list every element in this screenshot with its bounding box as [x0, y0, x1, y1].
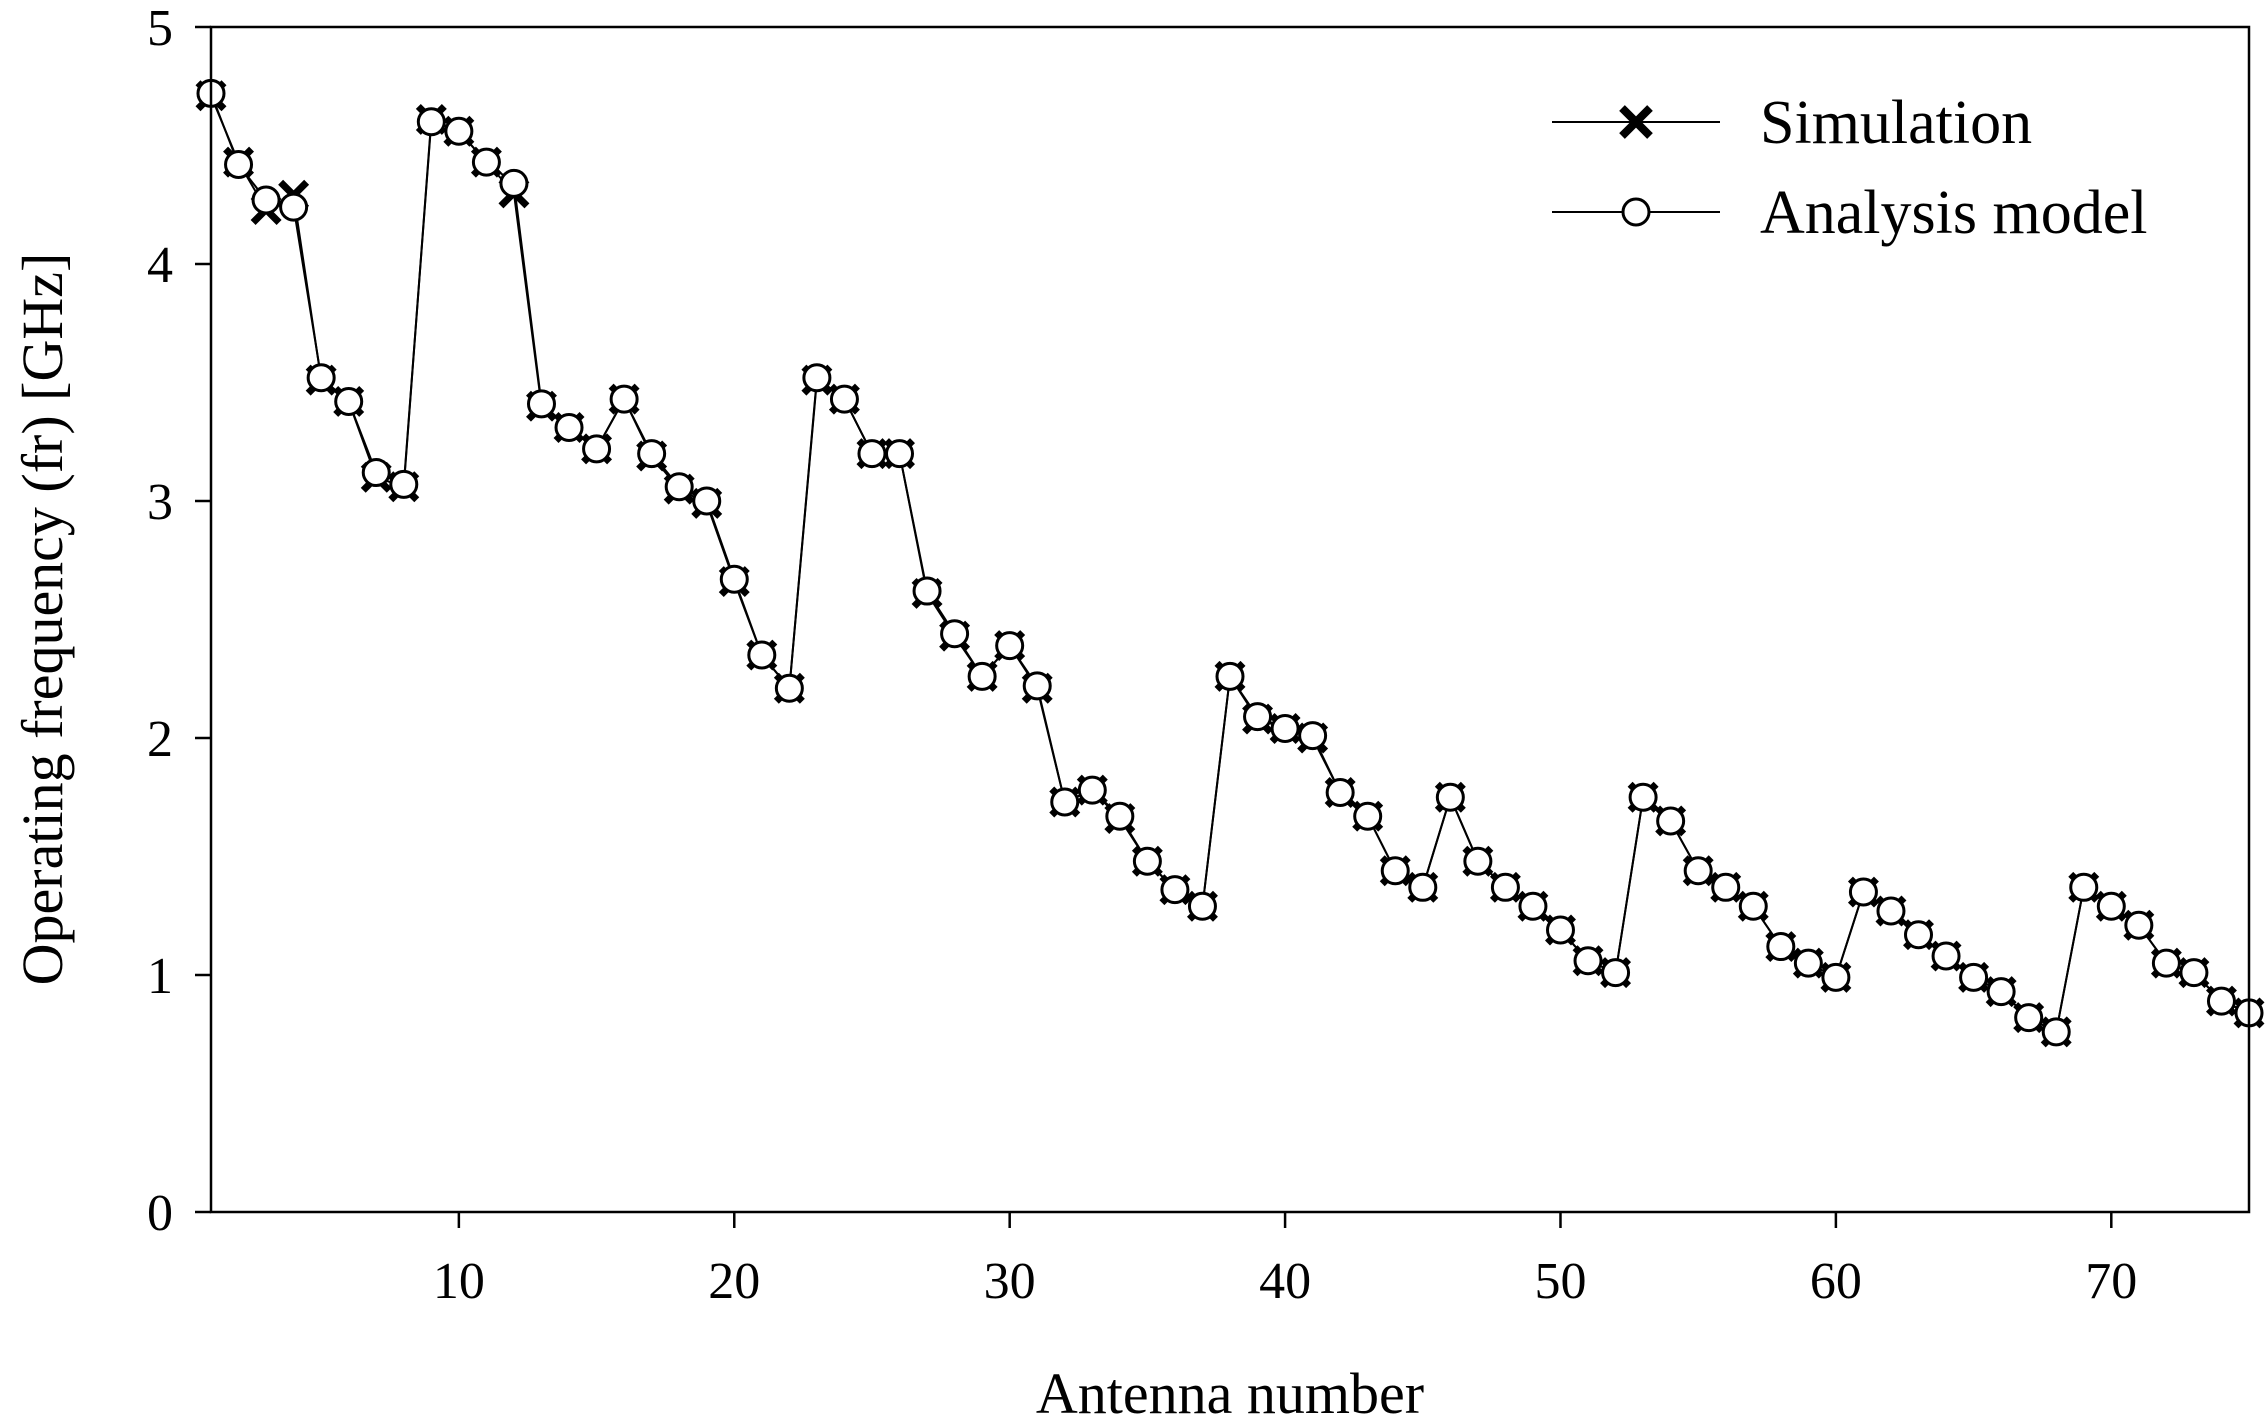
data-point-analysis-model [1904, 920, 1934, 950]
data-point-analysis-model [471, 147, 501, 177]
y-tick-label: 2 [147, 711, 173, 768]
data-point-analysis-model [829, 384, 859, 414]
data-point-analysis-model [1793, 948, 1823, 978]
data-point-analysis-model [224, 149, 254, 179]
data-point-analysis-model [802, 363, 832, 393]
data-point-analysis-model [2096, 891, 2126, 921]
data-point-analysis-model [1683, 856, 1713, 886]
data-point-analysis-model [774, 673, 804, 703]
data-point-analysis-model [1243, 702, 1273, 732]
x-axis-title: Antenna number [1036, 1361, 1424, 1420]
data-point-analysis-model [1077, 775, 1107, 805]
y-tick-label: 3 [147, 474, 173, 531]
data-point-analysis-model [1573, 946, 1603, 976]
data-point-analysis-model [1738, 891, 1768, 921]
data-point-analysis-model [554, 413, 584, 443]
data-point-analysis-model [2151, 948, 2181, 978]
data-point-analysis-model [2041, 1017, 2071, 1047]
data-point-analysis-model [306, 363, 336, 393]
data-point-analysis-model [1463, 846, 1493, 876]
series-layer [195, 78, 2265, 1048]
x-tick-label: 60 [1810, 1253, 1862, 1310]
data-point-analysis-model [1270, 714, 1300, 744]
data-point-analysis-model [526, 389, 556, 419]
data-point-analysis-model [1821, 962, 1851, 992]
legend-label-analysis-model: Analysis model [1760, 179, 2147, 247]
data-point-analysis-model [1628, 782, 1658, 812]
plot-frame [209, 25, 2251, 1214]
data-point-analysis-model [389, 469, 419, 499]
data-point-analysis-model [1160, 875, 1190, 905]
data-point-analysis-model [1050, 787, 1080, 817]
data-point-analysis-model [2206, 986, 2236, 1016]
x-tick-label: 20 [708, 1253, 760, 1310]
series-markers-analysis-model [196, 78, 2264, 1047]
data-point-analysis-model [1132, 846, 1162, 876]
legend-marker-analysis-model [1621, 197, 1651, 227]
x-tick-label: 10 [433, 1253, 485, 1310]
data-point-analysis-model [692, 486, 722, 516]
data-point-analysis-model [444, 116, 474, 146]
data-point-analysis-model [1711, 872, 1741, 902]
x-tick-label: 50 [1534, 1253, 1586, 1310]
data-point-analysis-model [857, 439, 887, 469]
y-axis-title: Operating frequency (fr) [GHz] [10, 253, 75, 986]
data-point-analysis-model [609, 384, 639, 414]
data-point-analysis-model [1959, 962, 1989, 992]
data-point-analysis-model [1298, 721, 1328, 751]
data-point-analysis-model [719, 564, 749, 594]
data-point-analysis-model [2179, 958, 2209, 988]
legend-marker-simulation [1619, 105, 1653, 139]
data-point-analysis-model [1545, 915, 1575, 945]
data-point-analysis-model [1187, 891, 1217, 921]
data-point-analysis-model [1931, 941, 1961, 971]
data-point-analysis-model [637, 439, 667, 469]
data-point-analysis-model [1848, 877, 1878, 907]
data-point-analysis-model [1325, 778, 1355, 808]
data-point-analysis-model [416, 107, 446, 137]
data-point-analysis-model [1766, 932, 1796, 962]
data-point-analysis-model [1353, 801, 1383, 831]
y-tick-label: 5 [147, 0, 173, 57]
data-point-analysis-model [885, 439, 915, 469]
data-point-analysis-model [1022, 671, 1052, 701]
data-point-analysis-model [499, 168, 529, 198]
x-tick-label: 30 [984, 1253, 1036, 1310]
legend-label-simulation: Simulation [1760, 89, 2032, 157]
data-point-analysis-model [1656, 806, 1686, 836]
data-point-analysis-model [2069, 872, 2099, 902]
data-point-analysis-model [1986, 977, 2016, 1007]
data-point-analysis-model [747, 640, 777, 670]
axes-layer: 0 1 2 3 4 5 10 20 30 40 50 60 70 [147, 0, 2137, 1310]
data-point-analysis-model [1518, 891, 1548, 921]
data-point-analysis-model [940, 619, 970, 649]
data-point-analysis-model [2124, 910, 2154, 940]
data-point-analysis-model [967, 661, 997, 691]
data-point-analysis-model [1876, 896, 1906, 926]
x-tick-label: 40 [1259, 1253, 1311, 1310]
data-point-analysis-model [1435, 782, 1465, 812]
data-point-analysis-model [2014, 1003, 2044, 1033]
y-tick-label: 0 [147, 1185, 173, 1242]
data-point-analysis-model [1601, 958, 1631, 988]
data-point-analysis-model [1380, 856, 1410, 886]
data-point-analysis-model [995, 631, 1025, 661]
y-tick-label: 1 [147, 948, 173, 1005]
data-point-analysis-model [912, 576, 942, 606]
y-tick-label: 4 [147, 237, 173, 294]
data-point-analysis-model [279, 192, 309, 222]
data-point-analysis-model [664, 472, 694, 502]
legend: Simulation Analysis model [1552, 89, 2147, 247]
data-point-analysis-model [1215, 661, 1245, 691]
data-point-analysis-model [582, 434, 612, 464]
x-tick-label: 70 [2085, 1253, 2137, 1310]
data-point-analysis-model [1490, 872, 1520, 902]
data-point-analysis-model [251, 185, 281, 215]
data-point-analysis-model [1408, 872, 1438, 902]
data-point-analysis-model [361, 458, 391, 488]
data-point-analysis-model [334, 386, 364, 416]
data-point-analysis-model [1105, 801, 1135, 831]
